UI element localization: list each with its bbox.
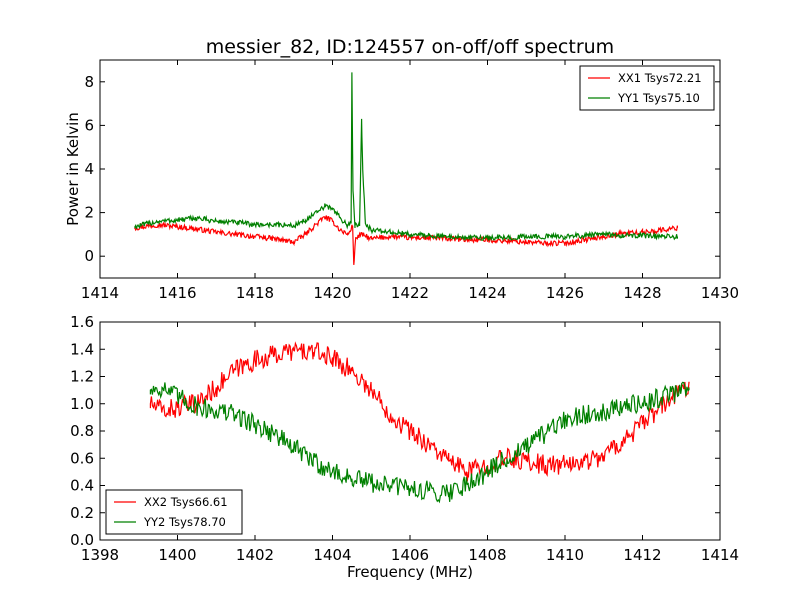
x-tick-label: 1426 bbox=[546, 284, 584, 302]
y-tick-label: 0 bbox=[84, 247, 94, 265]
series-line-2 bbox=[134, 72, 679, 242]
series-line-1 bbox=[134, 215, 679, 265]
legend-box bbox=[579, 65, 715, 111]
x-tick-label: 1418 bbox=[236, 284, 274, 302]
series-line-2 bbox=[149, 381, 690, 504]
y-tick-label: 1.2 bbox=[70, 368, 94, 386]
legend-box bbox=[105, 489, 243, 535]
series-layer bbox=[149, 341, 690, 504]
x-tick-label: 1416 bbox=[158, 284, 196, 302]
x-tick-label: 1400 bbox=[158, 546, 196, 564]
y-tick-label: 0.0 bbox=[70, 531, 94, 549]
x-tick-label: 1412 bbox=[623, 546, 661, 564]
legend-label: XX2 Tsys66.61 bbox=[144, 495, 228, 509]
legend-label: XX1 Tsys72.21 bbox=[618, 71, 702, 85]
y-tick-label: 4 bbox=[84, 160, 94, 178]
y-tick-label: 1.4 bbox=[70, 340, 94, 358]
x-tick-label: 1410 bbox=[546, 546, 584, 564]
y-tick-label: 8 bbox=[84, 73, 94, 91]
x-tick-label: 1402 bbox=[236, 546, 274, 564]
x-tick-label: 1408 bbox=[468, 546, 506, 564]
x-tick-label: 1398 bbox=[81, 546, 119, 564]
series-line-1 bbox=[149, 341, 690, 482]
x-tick-label: 1404 bbox=[313, 546, 351, 564]
y-tick-label: 1.6 bbox=[70, 313, 94, 331]
series-layer bbox=[134, 72, 679, 265]
y-tick-label: 6 bbox=[84, 116, 94, 134]
y-tick-label: 1.0 bbox=[70, 395, 94, 413]
legend: XX1 Tsys72.21 YY1 Tsys75.10 bbox=[579, 65, 715, 111]
y-tick-label: 0.2 bbox=[70, 504, 94, 522]
y-tick-label: 0.4 bbox=[70, 477, 94, 495]
x-tick-label: 1406 bbox=[391, 546, 429, 564]
x-tick-label: 1414 bbox=[81, 284, 119, 302]
x-tick-label: 1430 bbox=[701, 284, 739, 302]
chart-2: 1398 1400 1402 1404 1406 1408 1410 1412 1414 0.0 0… bbox=[70, 313, 739, 581]
legend-label: YY2 Tsys78.70 bbox=[143, 515, 226, 529]
y-tick-label: 0.8 bbox=[70, 422, 94, 440]
legend-label: YY1 Tsys75.10 bbox=[617, 91, 700, 105]
x-tick-label: 1428 bbox=[623, 284, 661, 302]
y-tick-label: 2 bbox=[84, 204, 94, 222]
x-axis-label: Frequency (MHz) bbox=[347, 563, 473, 581]
x-tick-label: 1424 bbox=[468, 284, 506, 302]
y-tick-label: 0.6 bbox=[70, 449, 94, 467]
legend: XX2 Tsys66.61 YY2 Tsys78.70 bbox=[105, 489, 243, 535]
x-tick-label: 1414 bbox=[701, 546, 739, 564]
x-tick-label: 1420 bbox=[313, 284, 351, 302]
figure-title: messier_82, ID:124557 on-off/off spectru… bbox=[206, 36, 614, 58]
chart-1: 1414 1416 1418 1420 1422 1424 1426 1428 1430 0 2 4 6… bbox=[64, 59, 739, 302]
x-tick-label: 1422 bbox=[391, 284, 429, 302]
y-axis-label: Power in Kelvin bbox=[64, 112, 82, 226]
plots-layer: 1414 1416 1418 1420 1422 1424 1426 1428 1430 0 2 4 6… bbox=[64, 59, 739, 581]
